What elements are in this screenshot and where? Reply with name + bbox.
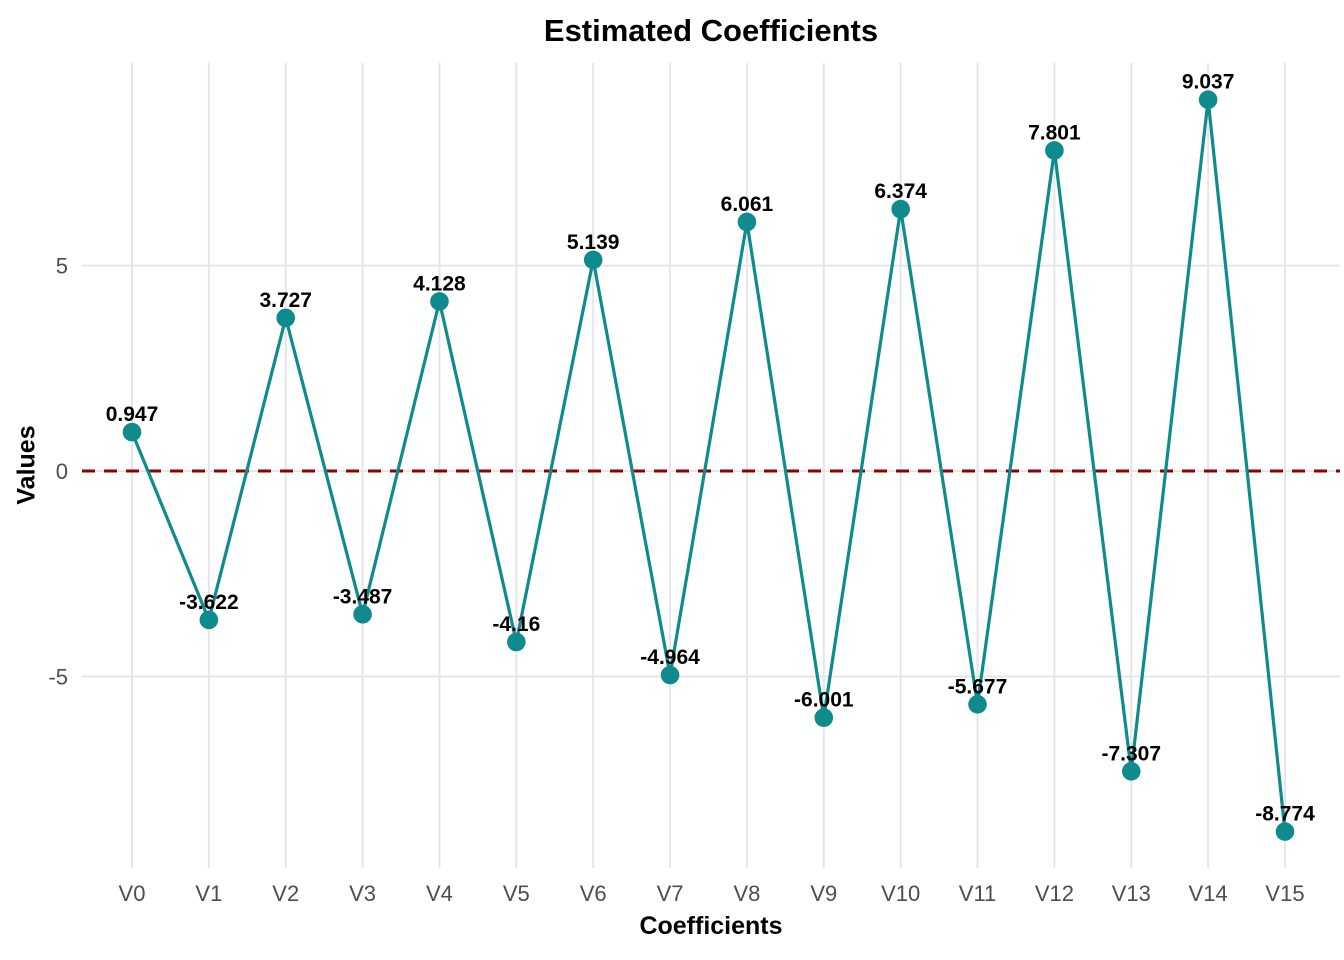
- y-tick-label--5: -5: [48, 665, 68, 690]
- data-point-V1: [199, 610, 219, 630]
- point-label-V13: -7.307: [1101, 742, 1161, 765]
- x-tick-label-V2: V2: [272, 881, 299, 906]
- point-label-V5: -4.16: [492, 613, 540, 636]
- data-point-V4: [430, 292, 449, 311]
- x-tick-label-V13: V13: [1112, 881, 1151, 906]
- x-tick-label-V3: V3: [349, 881, 376, 906]
- data-point-V3: [353, 605, 372, 624]
- x-tick-label-V7: V7: [657, 881, 684, 906]
- point-label-V10: 6.374: [874, 180, 927, 203]
- y-tick-label-0: 0: [56, 459, 68, 484]
- data-point-V14: [1198, 90, 1218, 109]
- data-point-V11: [968, 695, 987, 714]
- point-label-V9: -6.001: [794, 689, 854, 712]
- series-line: [130, 98, 1287, 832]
- x-axis-title: Coefficients: [639, 912, 783, 940]
- x-tick-label-V5: V5: [503, 881, 530, 906]
- data-point-V7: [660, 665, 680, 685]
- data-point-V13: [1121, 762, 1141, 781]
- x-tick-label-V0: V0: [119, 881, 146, 906]
- x-tick-label-V4: V4: [426, 881, 453, 906]
- x-tick-label-V11: V11: [959, 881, 997, 906]
- data-point-V15: [1275, 822, 1295, 841]
- point-label-V1: -3.622: [179, 591, 239, 614]
- point-label-V8: 6.061: [721, 193, 774, 216]
- point-label-V3: -3.487: [333, 585, 393, 608]
- x-tick-label-V6: V6: [580, 881, 607, 906]
- point-label-V0: 0.947: [106, 403, 159, 426]
- y-tick-label-5: 5: [56, 254, 68, 279]
- point-label-V7: -4.964: [640, 646, 700, 669]
- data-point-V8: [737, 212, 757, 232]
- data-point-V5: [507, 632, 526, 652]
- data-point-V6: [583, 250, 603, 270]
- data-point-V12: [1045, 141, 1064, 160]
- point-label-V11: -5.677: [948, 675, 1008, 698]
- data-point-V2: [276, 308, 296, 328]
- x-tick-label-V8: V8: [733, 881, 760, 906]
- point-label-V4: 4.128: [413, 272, 466, 295]
- x-tick-label-V10: V10: [881, 881, 920, 906]
- point-label-V12: 7.801: [1028, 121, 1081, 144]
- point-label-V6: 5.139: [567, 231, 620, 254]
- data-point-V10: [891, 199, 910, 219]
- data-point-V9: [814, 708, 834, 727]
- point-label-V2: 3.727: [259, 289, 312, 312]
- point-label-V14: 9.037: [1182, 71, 1235, 94]
- point-label-V15: -8.774: [1255, 803, 1315, 826]
- x-tick-label-V1: V1: [195, 881, 222, 906]
- x-tick-label-V9: V9: [810, 881, 837, 906]
- x-tick-label-V15: V15: [1265, 881, 1304, 906]
- chart-title: Estimated Coefficients: [543, 13, 879, 48]
- x-tick-label-V14: V14: [1189, 881, 1228, 906]
- x-tick-label-V12: V12: [1035, 881, 1074, 906]
- data-point-V0: [122, 422, 142, 442]
